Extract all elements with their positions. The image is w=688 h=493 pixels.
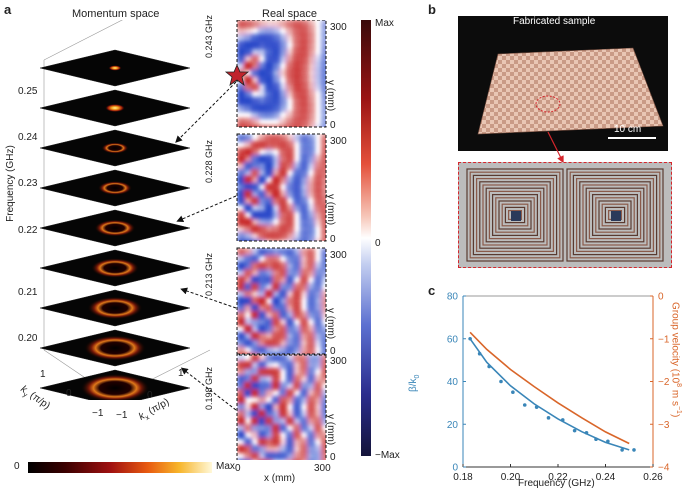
- freq-tick: 0.23: [18, 178, 38, 189]
- measured-point: [584, 431, 589, 435]
- colorbar-max: Max: [375, 18, 394, 29]
- y-tick: 0: [330, 346, 336, 357]
- panel-c-letter: c: [428, 283, 436, 298]
- panel-b-letter: b: [428, 2, 436, 17]
- x-tick: 0: [235, 463, 241, 474]
- y-tick: 0: [330, 120, 336, 131]
- y-tick: 300: [330, 250, 347, 261]
- right-axis-label: Group velocity (108 m s−1): [669, 302, 682, 418]
- x-axis-label: x (mm): [264, 473, 296, 484]
- diverging-colorbar: [361, 20, 371, 456]
- x-tick: 300: [314, 463, 331, 474]
- measured-point: [594, 437, 598, 442]
- right-tick-label: 0: [658, 292, 664, 303]
- x-tick-label: 0.20: [501, 472, 521, 483]
- freq-tick: 0.22: [18, 225, 38, 236]
- left-tick-label: 80: [447, 292, 459, 303]
- momentum-colorbar-min: 0: [14, 461, 20, 472]
- kx-tick: −1: [116, 410, 128, 421]
- momentum-ring: [87, 296, 143, 320]
- measured-point: [477, 351, 482, 356]
- x-tick-label: 0.22: [548, 472, 568, 483]
- ky-tick: 0: [66, 388, 72, 399]
- momentum-colorbar-max: Max: [216, 461, 235, 472]
- measured-point: [546, 416, 551, 420]
- dispersion-chart: 0.18 0.20 0.22 0.24 0.26 0 20 40 60 80 −4 −3 −2 −1 0: [447, 292, 670, 484]
- momentum-ring: [108, 65, 122, 71]
- scale-bar-label: 10 cm: [614, 124, 642, 135]
- y-tick: 300: [330, 22, 347, 33]
- measured-point: [606, 439, 610, 444]
- left-tick-label: 0: [452, 463, 458, 474]
- momentum-stack: [39, 20, 211, 400]
- sample-photo: Fabricated sample 10 cm: [458, 16, 668, 151]
- right-tick-label: −2: [658, 377, 670, 388]
- zoom-arrow: [547, 131, 564, 164]
- left-tick-label: 60: [447, 334, 459, 345]
- right-tick-label: −4: [658, 463, 670, 474]
- momentum-ring: [94, 219, 136, 237]
- x-tick-label: 0.26: [643, 472, 663, 483]
- y-tick: 0: [330, 234, 336, 245]
- panel-a-letter: a: [4, 2, 12, 17]
- measured-point: [511, 390, 515, 394]
- measured-point: [487, 364, 491, 369]
- y-tick: 300: [330, 356, 347, 367]
- y-tick: 300: [330, 136, 347, 147]
- momentum-ring: [97, 180, 133, 196]
- right-tick-label: −3: [658, 420, 670, 431]
- ky-tick: 1: [40, 369, 46, 380]
- freq-tick: 0.24: [18, 132, 38, 143]
- left-axis-label: β/k0: [408, 374, 421, 392]
- y-tick: 0: [330, 452, 336, 463]
- momentum-ring: [101, 142, 129, 154]
- source-star-icon: [224, 63, 250, 86]
- freq-tick: 0.20: [18, 333, 38, 344]
- photo-title: Fabricated sample: [513, 16, 596, 27]
- measured-point: [468, 336, 472, 341]
- momentum-ring: [80, 373, 150, 400]
- freq-tick: 0.21: [18, 287, 38, 298]
- kx-tick: 0: [147, 390, 153, 401]
- real-space-title: Real space: [262, 8, 318, 20]
- momentum-ring: [90, 258, 140, 278]
- measured-point: [572, 428, 577, 433]
- measured-point: [560, 418, 565, 422]
- unit-cell-zoom: [458, 162, 672, 268]
- measured-point: [534, 405, 539, 409]
- colorbar-min: −Max: [375, 450, 400, 461]
- freq-tick: 0.25: [18, 86, 38, 97]
- measured-point: [522, 403, 527, 407]
- momentum-ring: [104, 103, 126, 113]
- x-tick-label: 0.18: [453, 472, 473, 483]
- chart-x-label: Frequency (GHz): [518, 478, 595, 489]
- left-tick-label: 20: [447, 420, 459, 431]
- right-tick-label: −1: [658, 334, 670, 345]
- momentum-space-title: Momentum space: [72, 8, 160, 20]
- kx-tick: 1: [178, 368, 184, 379]
- ky-tick: −1: [92, 408, 104, 419]
- measured-point: [499, 379, 503, 384]
- x-tick-label: 0.24: [596, 472, 616, 483]
- measured-point: [632, 448, 636, 452]
- measured-point: [620, 448, 624, 452]
- right-series-line: [469, 331, 630, 445]
- momentum-colorbar: [28, 462, 212, 473]
- momentum-ring: [83, 335, 147, 361]
- left-tick-label: 40: [447, 377, 459, 388]
- colorbar-zero: 0: [375, 238, 381, 249]
- real-space-panels: [224, 20, 327, 460]
